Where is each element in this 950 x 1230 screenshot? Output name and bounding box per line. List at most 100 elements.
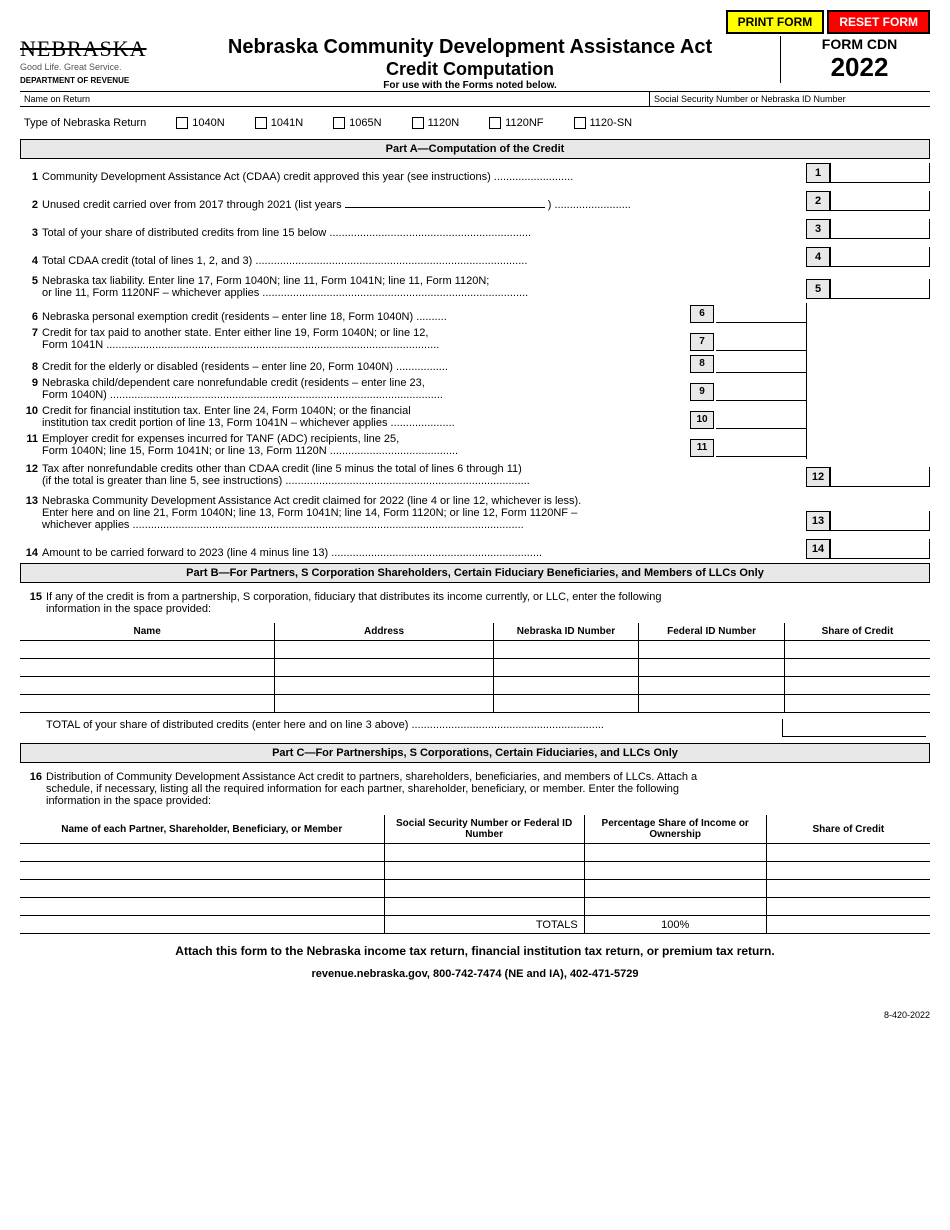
return-1120nf[interactable]: 1120NF xyxy=(489,117,543,129)
line-2-value[interactable] xyxy=(830,191,930,211)
line-2: 2 Unused credit carried over from 2017 t… xyxy=(20,187,930,215)
line-14-num: 14 xyxy=(20,547,42,559)
part-b-col-ne-id: Nebraska ID Number xyxy=(493,623,639,641)
part-c-col-name: Name of each Partner, Shareholder, Benef… xyxy=(20,815,384,844)
line-12-numbox: 12 xyxy=(806,467,830,487)
part-c-totals-label: TOTALS xyxy=(384,916,584,934)
line-2-numbox: 2 xyxy=(806,191,830,211)
name-on-return-label: Name on Return xyxy=(20,92,650,106)
line-6-num: 6 xyxy=(20,311,42,323)
line-15-text-a: If any of the credit is from a partnersh… xyxy=(46,591,661,603)
line-10-value[interactable] xyxy=(716,411,806,429)
part-c-totals-pct: 100% xyxy=(584,916,766,934)
part-c-row[interactable] xyxy=(20,898,930,916)
line-11: 11 Employer credit for expenses incurred… xyxy=(20,431,806,459)
line-11-num: 11 xyxy=(20,433,42,445)
part-c-row[interactable] xyxy=(20,880,930,898)
line-7-text-b: Form 1041N xyxy=(42,339,103,351)
line-2-text-a: Unused credit carried over from 2017 thr… xyxy=(42,199,342,211)
line-10-text-b: institution tax credit portion of line 1… xyxy=(42,417,387,429)
line-4-num: 4 xyxy=(20,255,42,267)
checkbox-icon xyxy=(333,117,345,129)
line-1-value[interactable] xyxy=(830,163,930,183)
line-7-num: 7 xyxy=(20,327,42,339)
part-c-row[interactable] xyxy=(20,862,930,880)
part-b-row[interactable] xyxy=(20,695,930,713)
part-b-row[interactable] xyxy=(20,641,930,659)
part-c-col-share: Share of Credit xyxy=(766,815,930,844)
part-c-table: Name of each Partner, Shareholder, Benef… xyxy=(20,815,930,934)
line-9-text-b: Form 1040N) xyxy=(42,389,107,401)
line-2-years-input[interactable] xyxy=(345,207,545,208)
form-title-box: Nebraska Community Development Assistanc… xyxy=(160,36,780,91)
part-c-row[interactable] xyxy=(20,844,930,862)
line-14-numbox: 14 xyxy=(806,539,830,559)
line-13-text-b: Enter here and on line 21, Form 1040N; l… xyxy=(42,507,806,519)
line-12-value[interactable] xyxy=(830,467,930,487)
line-6: 6 Nebraska personal exemption credit (re… xyxy=(20,303,806,325)
part-c-totals-value[interactable] xyxy=(766,916,930,934)
logo-tagline: Good Life. Great Service. xyxy=(20,62,160,72)
return-1041n[interactable]: 1041N xyxy=(255,117,303,129)
part-c-header: Part C—For Partnerships, S Corporations,… xyxy=(20,743,930,763)
part-c-col-ssn: Social Security Number or Federal ID Num… xyxy=(384,815,584,844)
state-logo: NEBRASKA Good Life. Great Service. DEPAR… xyxy=(20,36,160,85)
line-9-value[interactable] xyxy=(716,383,806,401)
line-8-value[interactable] xyxy=(716,355,806,373)
line-9-numbox: 9 xyxy=(690,383,714,401)
title-sub: Credit Computation xyxy=(160,59,780,80)
line-4-value[interactable] xyxy=(830,247,930,267)
line-14-value[interactable] xyxy=(830,539,930,559)
part-b-row[interactable] xyxy=(20,677,930,695)
line-8-numbox: 8 xyxy=(690,355,714,373)
line-1-text: Community Development Assistance Act (CD… xyxy=(42,171,491,183)
part-a-header: Part A—Computation of the Credit xyxy=(20,139,930,159)
line-11-value[interactable] xyxy=(716,439,806,457)
part-b-col-share: Share of Credit xyxy=(784,623,930,641)
line-9-num: 9 xyxy=(20,377,42,389)
checkbox-icon xyxy=(489,117,501,129)
print-form-button[interactable]: PRINT FORM xyxy=(726,10,825,34)
line-13-value[interactable] xyxy=(830,511,930,531)
line-8-text: Credit for the elderly or disabled (resi… xyxy=(42,361,393,373)
return-type-row: Type of Nebraska Return 1040N 1041N 1065… xyxy=(20,107,930,139)
line-10-numbox: 10 xyxy=(690,411,714,429)
line-12-text-b: (if the total is greater than line 5, se… xyxy=(42,475,282,487)
document-id: 8-420-2022 xyxy=(20,980,930,1020)
return-type-label: Type of Nebraska Return xyxy=(24,117,146,129)
part-b-table: Name Address Nebraska ID Number Federal … xyxy=(20,623,930,713)
line-9-text-a: Nebraska child/dependent care nonrefunda… xyxy=(42,377,690,389)
return-1065n[interactable]: 1065N xyxy=(333,117,381,129)
line-7-value[interactable] xyxy=(716,333,806,351)
title-note: For use with the Forms noted below. xyxy=(160,80,780,91)
line-13-text-a: Nebraska Community Development Assistanc… xyxy=(42,495,806,507)
part-c-col-pct: Percentage Share of Income or Ownership xyxy=(584,815,766,844)
lines-6-11-right-blank xyxy=(806,303,930,459)
title-main: Nebraska Community Development Assistanc… xyxy=(160,36,780,59)
line-13-text-c: whichever applies xyxy=(42,519,129,531)
part-b-total-row: TOTAL of your share of distributed credi… xyxy=(20,713,930,743)
return-1120nf-label: 1120NF xyxy=(505,117,543,129)
line-3-value[interactable] xyxy=(830,219,930,239)
part-b-col-name: Name xyxy=(20,623,275,641)
line-10-num: 10 xyxy=(20,405,42,417)
checkbox-icon xyxy=(574,117,586,129)
return-1120sn[interactable]: 1120-SN xyxy=(574,117,633,129)
line-6-value[interactable] xyxy=(716,305,806,323)
line-9: 9 Nebraska child/dependent care nonrefun… xyxy=(20,375,806,403)
footer-line2: revenue.nebraska.gov, 800-742-7474 (NE a… xyxy=(20,968,930,980)
line-16-text-b: schedule, if necessary, listing all the … xyxy=(24,783,926,795)
part-b-row[interactable] xyxy=(20,659,930,677)
part-c-totals-row: TOTALS 100% xyxy=(20,916,930,934)
line-12: 12 Tax after nonrefundable credits other… xyxy=(20,459,930,491)
part-b-total-value[interactable] xyxy=(782,719,926,737)
return-1040n[interactable]: 1040N xyxy=(176,117,224,129)
line-16-text-c: information in the space provided: xyxy=(24,795,926,807)
checkbox-icon xyxy=(255,117,267,129)
line-13-numbox: 13 xyxy=(806,511,830,531)
reset-form-button[interactable]: RESET FORM xyxy=(827,10,930,34)
return-1040n-label: 1040N xyxy=(192,117,224,129)
line-5-value[interactable] xyxy=(830,279,930,299)
line-15-num: 15 xyxy=(24,591,46,603)
return-1120n[interactable]: 1120N xyxy=(412,117,460,129)
